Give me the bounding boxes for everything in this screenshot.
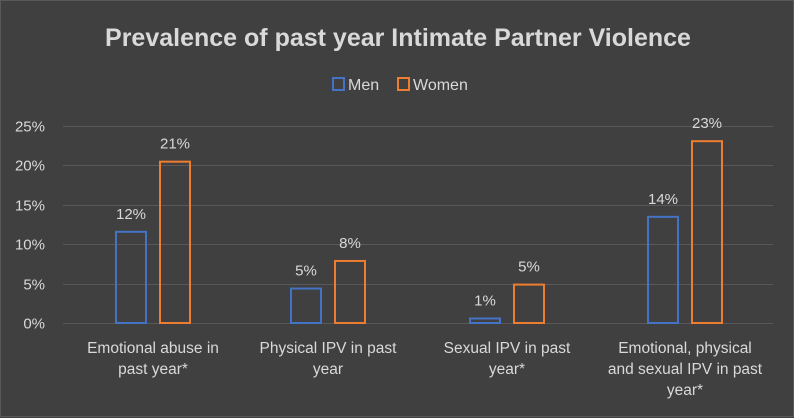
y-axis-ticks: 0% 5% 10% 15% 20% 25%: [15, 119, 45, 333]
category-label: past year*: [118, 361, 188, 378]
bar-women: [691, 140, 723, 324]
legend: Men Women: [332, 77, 468, 94]
bar-men: [115, 230, 147, 324]
legend-label-women: Women: [413, 77, 468, 94]
category-label: Sexual IPV in past: [444, 340, 571, 357]
y-tick-label: 20%: [15, 158, 45, 175]
y-tick-label: 10%: [15, 237, 45, 254]
y-tick-label: 25%: [15, 119, 45, 136]
bars: [115, 140, 723, 325]
category-label: year: [313, 361, 343, 378]
legend-swatch-men: [332, 77, 345, 91]
bar-men: [647, 215, 679, 324]
data-label-women: 21%: [160, 136, 190, 153]
data-label-women: 5%: [518, 259, 540, 276]
data-label-men: 12%: [116, 206, 146, 223]
chart-title: Prevalence of past year Intimate Partner…: [105, 24, 691, 52]
y-tick-label: 5%: [23, 277, 45, 294]
data-label-men: 14%: [648, 191, 678, 208]
data-label-women: 23%: [692, 115, 722, 132]
category-label: year*: [667, 382, 703, 399]
category-label: year*: [489, 361, 525, 378]
bar-men: [469, 317, 501, 325]
legend-label-men: Men: [348, 77, 379, 94]
data-label-men: 5%: [295, 263, 317, 280]
y-tick-label: 0%: [23, 316, 45, 333]
category-label: Physical IPV in past: [260, 340, 398, 357]
gridlines: [63, 126, 773, 324]
bar-women: [334, 259, 366, 324]
bar-women: [159, 160, 191, 324]
legend-swatch-women: [397, 77, 410, 91]
y-tick-label: 15%: [15, 198, 45, 215]
data-labels: 12% 5% 1% 14% 21% 8% 5% 23%: [116, 115, 722, 309]
data-label-men: 1%: [474, 292, 496, 309]
category-labels: Emotional abuse in past year* Physical IPV…: [87, 340, 763, 399]
category-label: and sexual IPV in past: [608, 361, 763, 378]
data-label-women: 8%: [339, 235, 361, 252]
bar-women: [513, 283, 545, 325]
category-label: Emotional abuse in: [87, 340, 219, 357]
category-label: Emotional, physical: [618, 340, 752, 357]
bar-men: [290, 287, 322, 325]
